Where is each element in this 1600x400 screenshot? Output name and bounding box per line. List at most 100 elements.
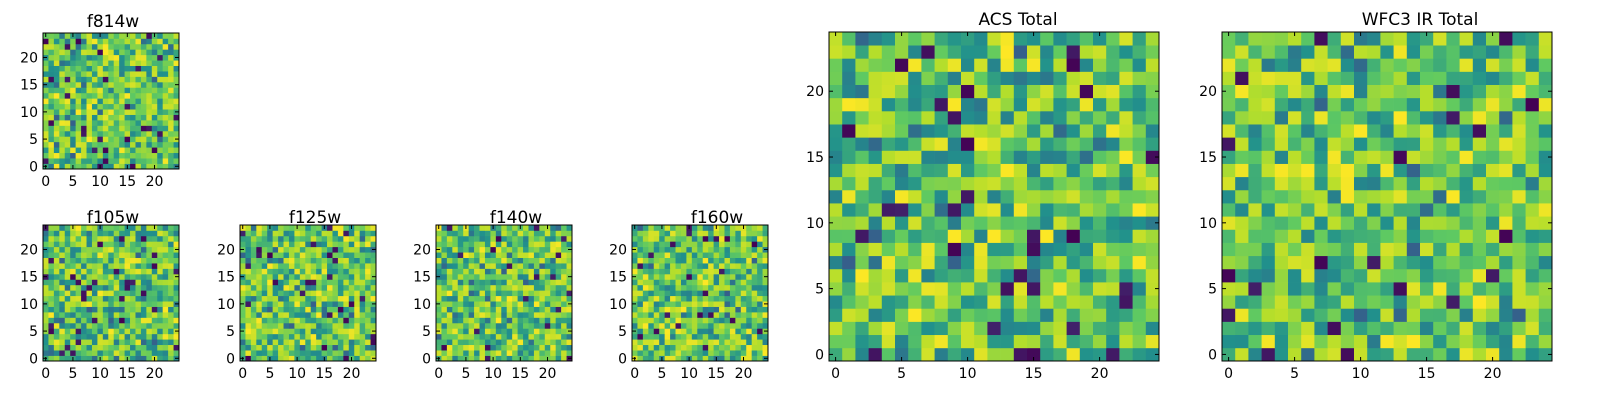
heatmap-cell [719,241,725,248]
heatmap-cell [1393,282,1408,296]
heatmap-cell [267,328,273,335]
heatmap-cell [961,71,975,85]
heatmap-cell [157,87,164,94]
heatmap-cell [267,333,273,340]
heatmap-cell [533,322,540,329]
heatmap-cell [168,252,174,258]
heatmap-cell [659,344,665,351]
heatmap-cell [452,290,459,297]
heatmap-cell [729,328,736,335]
heatmap-cell [113,152,120,159]
heatmap-cell [1132,216,1147,230]
heatmap-cell [1066,255,1081,270]
heatmap-cell [267,339,273,346]
heatmap-cell [1288,176,1302,191]
heatmap-cell [288,301,295,307]
heatmap-cell [642,295,649,302]
heatmap-cell [1406,347,1421,362]
heatmap-cell [895,334,909,349]
heatmap-cell [140,333,147,340]
heatmap-cell [157,355,164,362]
heatmap-cell [70,65,76,72]
heatmap-cell [642,241,649,248]
heatmap-cell [124,333,131,340]
heatmap-cell [512,344,518,351]
heatmap-cell [637,328,644,335]
heatmap-cell [729,268,736,275]
heatmap-cell [348,328,355,335]
heatmap-cell [102,350,109,356]
heatmap-cell [1274,110,1289,125]
heatmap-cell [523,350,529,356]
heatmap-cell [97,76,104,83]
heatmap-cell [637,290,644,297]
heatmap-cell [637,350,644,356]
heatmap-cell [457,317,464,324]
heatmap-cell [81,235,87,242]
heatmap-cell [713,317,720,324]
heatmap-cell [75,152,82,159]
heatmap-cell [653,273,660,280]
heatmap-cell [934,229,949,243]
heatmap-cell [91,306,98,313]
heatmap-cell [64,235,71,242]
heatmap-cell [102,43,109,50]
x-tick-label: 20 [1484,366,1502,382]
heatmap-cell [370,230,377,237]
heatmap-cell [332,301,339,307]
heatmap-cell [642,306,649,313]
heatmap-cell [1027,229,1041,243]
heatmap-cell [544,284,551,291]
heatmap-cell [124,92,131,99]
heatmap-cell [157,163,164,170]
heatmap-cell [1340,334,1355,349]
heatmap-cell [70,235,76,242]
heatmap-cell [463,312,469,318]
heatmap-cell [842,321,856,336]
heatmap-cell [555,295,562,302]
heatmap-cell [544,268,551,275]
heatmap-cell [974,229,988,243]
heatmap-cell [130,306,136,313]
heatmap-cell [130,322,136,329]
heatmap-cell [1340,216,1355,230]
heatmap-cell [86,114,93,121]
heatmap-cell [1040,71,1054,85]
heatmap-cell [91,152,98,159]
heatmap-cell [168,230,174,237]
heatmap-cell [1367,347,1381,362]
heatmap-cell [1512,321,1526,336]
heatmap-cell [446,344,453,351]
heatmap-cell [168,152,174,159]
heatmap-cell [740,339,747,346]
heatmap-cell [1235,97,1249,112]
heatmap-cell [484,355,491,362]
x-tick-label: 0 [630,366,639,382]
heatmap-cell [544,350,551,356]
heatmap-cell [140,257,147,264]
heatmap-cell [86,257,93,264]
heatmap-cell [561,246,567,253]
heatmap-cell [1053,203,1067,217]
heatmap-cell [947,137,962,151]
heatmap-cell [908,45,922,59]
heatmap-cell [64,38,71,45]
heatmap-cell [1261,32,1276,46]
heatmap-cell [555,225,562,231]
heatmap-cell [124,241,131,248]
heatmap-cell [446,301,453,307]
heatmap-cell [1486,71,1500,85]
heatmap-cell [119,241,125,248]
heatmap-cell [637,333,644,340]
heatmap-cell [1235,334,1249,349]
heatmap-cell [102,109,109,115]
heatmap-cell [108,163,115,170]
heatmap-cell [751,284,758,291]
heatmap-cell [162,125,169,132]
heatmap-cell [1132,242,1147,257]
heatmap-cell [119,225,125,231]
heatmap-cell [97,54,104,61]
heatmap-cell [305,257,312,264]
heatmap-cell [659,279,665,286]
